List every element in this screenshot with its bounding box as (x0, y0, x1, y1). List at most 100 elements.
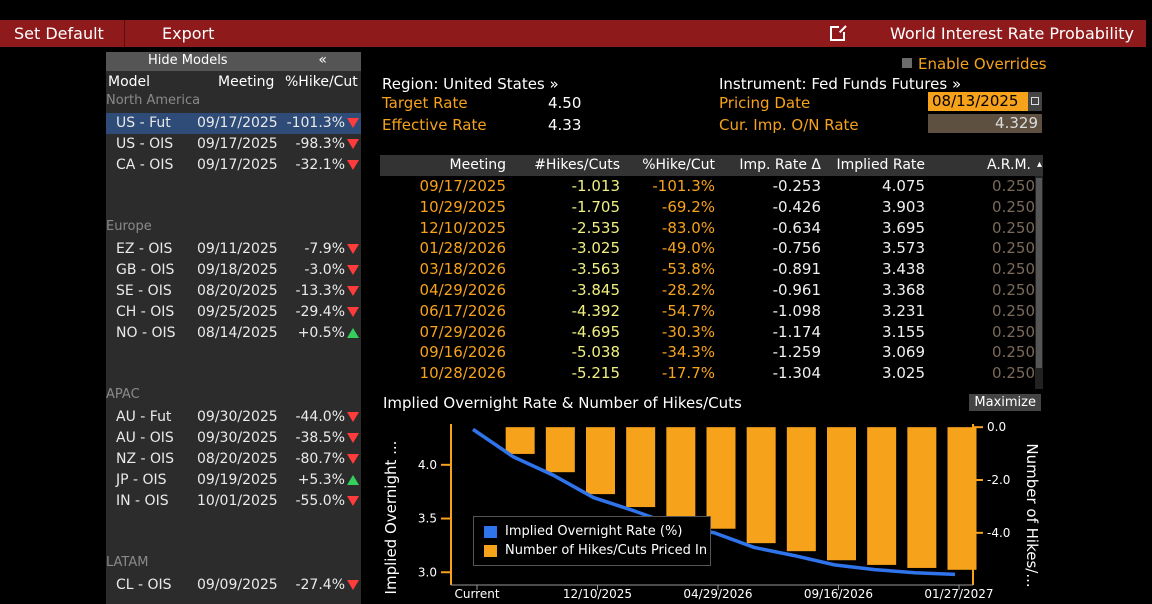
hide-models-button[interactable]: Hide Models (148, 53, 228, 68)
table-row[interactable]: 03/18/2026 -3.563 -53.8% -0.891 3.438 0.250 (380, 259, 1035, 280)
calendar-icon[interactable] (1028, 92, 1042, 111)
model-row[interactable]: JP - OIS 09/19/2025 +5.3% (106, 470, 361, 491)
table-row[interactable]: 10/28/2026 -5.215 -17.7% -1.304 3.025 0.250 (380, 363, 1035, 384)
column-header-meeting[interactable]: Meeting (218, 74, 275, 90)
launch-icon[interactable] (830, 24, 847, 41)
model-pct: +0.5% (297, 325, 345, 341)
table-row[interactable]: 06/17/2026 -4.392 -54.7% -1.098 3.231 0.250 (380, 301, 1035, 322)
bar-hikes-cuts (786, 427, 816, 552)
table-row[interactable]: 07/29/2026 -4.695 -30.3% -1.174 3.155 0.250 (380, 322, 1035, 343)
maximize-button[interactable]: Maximize (969, 394, 1041, 411)
model-pct: -32.1% (295, 157, 345, 173)
model-row[interactable]: SE - OIS 08/20/2025 -13.3% (106, 281, 361, 302)
triangle-down-icon (347, 454, 359, 464)
y-axis-label: Implied Overnight ... (382, 441, 400, 595)
model-row[interactable]: US - OIS 09/17/2025 -98.3% (106, 134, 361, 155)
x-tick-label: 04/29/2026 (683, 587, 752, 601)
export-button[interactable]: Export (162, 24, 215, 43)
sort-arrow-icon[interactable]: ▴ (1036, 159, 1042, 170)
model-row[interactable]: US - Fut 09/17/2025 -101.3% (106, 113, 361, 134)
model-row[interactable]: CL - OIS 09/09/2025 -27.4% (106, 575, 361, 596)
model-row[interactable]: GB - OIS 09/18/2025 -3.0% (106, 260, 361, 281)
table-cell: 3.231 (882, 301, 925, 320)
table-cell: 0.250 (992, 322, 1035, 341)
model-row[interactable]: EZ - OIS 09/11/2025 -7.9% (106, 239, 361, 260)
table-cell: 09/17/2025 (419, 177, 506, 195)
model-meeting: 09/09/2025 (197, 577, 278, 593)
chart-panel: Implied Overnight Rate & Number of Hikes… (380, 392, 1043, 604)
model-meeting: 10/01/2025 (197, 493, 278, 509)
model-meeting: 09/19/2025 (197, 472, 278, 488)
legend-swatch-rate (484, 526, 497, 538)
model-meeting: 09/30/2025 (197, 430, 278, 446)
legend-label-hikes: Number of Hikes/Cuts Priced In (505, 543, 708, 558)
model-row[interactable]: AU - Fut 09/30/2025 -44.0% (106, 407, 361, 428)
model-meeting: 09/11/2025 (197, 241, 278, 257)
model-row[interactable]: CA - OIS 09/17/2025 -32.1% (106, 155, 361, 176)
model-row[interactable]: CH - OIS 09/25/2025 -29.4% (106, 302, 361, 323)
table-row[interactable]: 09/17/2025 -1.013 -101.3% -0.253 4.075 0.250 (380, 176, 1035, 197)
model-row[interactable]: NZ - OIS 08/20/2025 -80.7% (106, 449, 361, 470)
model-meeting: 09/30/2025 (197, 409, 278, 425)
model-pct: -38.5% (295, 430, 345, 446)
table-row[interactable]: 04/29/2026 -3.845 -28.2% -0.961 3.368 0.250 (380, 280, 1035, 301)
legend-swatch-hikes (484, 545, 497, 557)
model-name: CL - OIS (116, 577, 172, 593)
table-row[interactable]: 10/29/2025 -1.705 -69.2% -0.426 3.903 0.250 (380, 197, 1035, 218)
model-pct: -29.4% (295, 304, 345, 320)
bar-hikes-cuts (947, 427, 977, 570)
model-row[interactable]: AU - OIS 09/30/2025 -38.5% (106, 428, 361, 449)
bar-hikes-cuts (666, 427, 696, 522)
y-tick-label: 3.5 (418, 512, 437, 526)
table-column-header[interactable]: #Hikes/Cuts (534, 157, 620, 173)
region-selector[interactable]: Region: United States » (382, 75, 559, 93)
y2-tick-label: -2.0 (987, 473, 1010, 487)
model-pct: -44.0% (295, 409, 345, 425)
enable-overrides-checkbox[interactable] (902, 58, 912, 68)
model-meeting: 08/20/2025 (197, 451, 278, 467)
cur-imp-rate-field[interactable]: 4.329 (928, 114, 1042, 133)
triangle-down-icon (347, 307, 359, 317)
table-cell: -5.038 (571, 343, 620, 362)
table-column-header[interactable]: Implied Rate (836, 157, 925, 173)
model-row[interactable]: IN - OIS 10/01/2025 -55.0% (106, 491, 361, 512)
model-name: CH - OIS (116, 304, 175, 320)
model-row[interactable]: NO - OIS 08/14/2025 +0.5% (106, 323, 361, 344)
x-tick-label: 12/10/2025 (563, 587, 632, 601)
collapse-panel-icon[interactable]: « (318, 52, 327, 68)
cur-imp-rate-label: Cur. Imp. O/N Rate (719, 116, 859, 134)
table-column-header[interactable]: %Hike/Cut (642, 157, 715, 173)
table-cell: 0.250 (992, 239, 1035, 258)
table-cell: -5.215 (571, 364, 620, 383)
table-cell: 12/10/2025 (419, 218, 506, 237)
table-cell: -53.8% (661, 260, 715, 279)
table-cell: -2.535 (571, 218, 620, 237)
scrollbar-thumb[interactable] (1036, 178, 1042, 368)
table-cell: -101.3% (652, 177, 715, 195)
table-column-header[interactable]: A.R.M. (987, 157, 1031, 173)
table-cell: -49.0% (661, 239, 715, 258)
table-cell: 3.573 (882, 239, 925, 258)
table-scrollbar[interactable] (1035, 176, 1043, 389)
table-cell: -17.7% (661, 364, 715, 383)
table-row[interactable]: 01/28/2026 -3.025 -49.0% -0.756 3.573 0.250 (380, 238, 1035, 259)
table-column-header[interactable]: Meeting (449, 157, 506, 173)
model-meeting: 09/17/2025 (197, 115, 278, 131)
set-default-button[interactable]: Set Default (14, 24, 104, 43)
bar-hikes-cuts (586, 427, 615, 495)
column-header-model[interactable]: Model (108, 74, 151, 90)
table-row[interactable]: 12/10/2025 -2.535 -83.0% -0.634 3.695 0.250 (380, 218, 1035, 239)
y-tick-label: 4.0 (418, 458, 437, 472)
table-column-header[interactable]: Imp. Rate Δ (739, 157, 821, 173)
column-header-pct[interactable]: %Hike/Cut (285, 74, 358, 90)
table-row[interactable]: 09/16/2026 -5.038 -34.3% -1.259 3.069 0.250 (380, 342, 1035, 363)
enable-overrides-label[interactable]: Enable Overrides (918, 55, 1047, 73)
instrument-selector[interactable]: Instrument: Fed Funds Futures » (719, 75, 962, 93)
model-meeting: 08/20/2025 (197, 283, 278, 299)
table-cell: 0.250 (992, 218, 1035, 237)
table-cell: 03/18/2026 (419, 260, 506, 279)
triangle-up-icon (347, 475, 359, 485)
table-cell: 10/28/2026 (419, 364, 506, 383)
pricing-date-input[interactable]: 08/13/2025 (928, 92, 1028, 111)
bar-hikes-cuts (545, 427, 575, 473)
